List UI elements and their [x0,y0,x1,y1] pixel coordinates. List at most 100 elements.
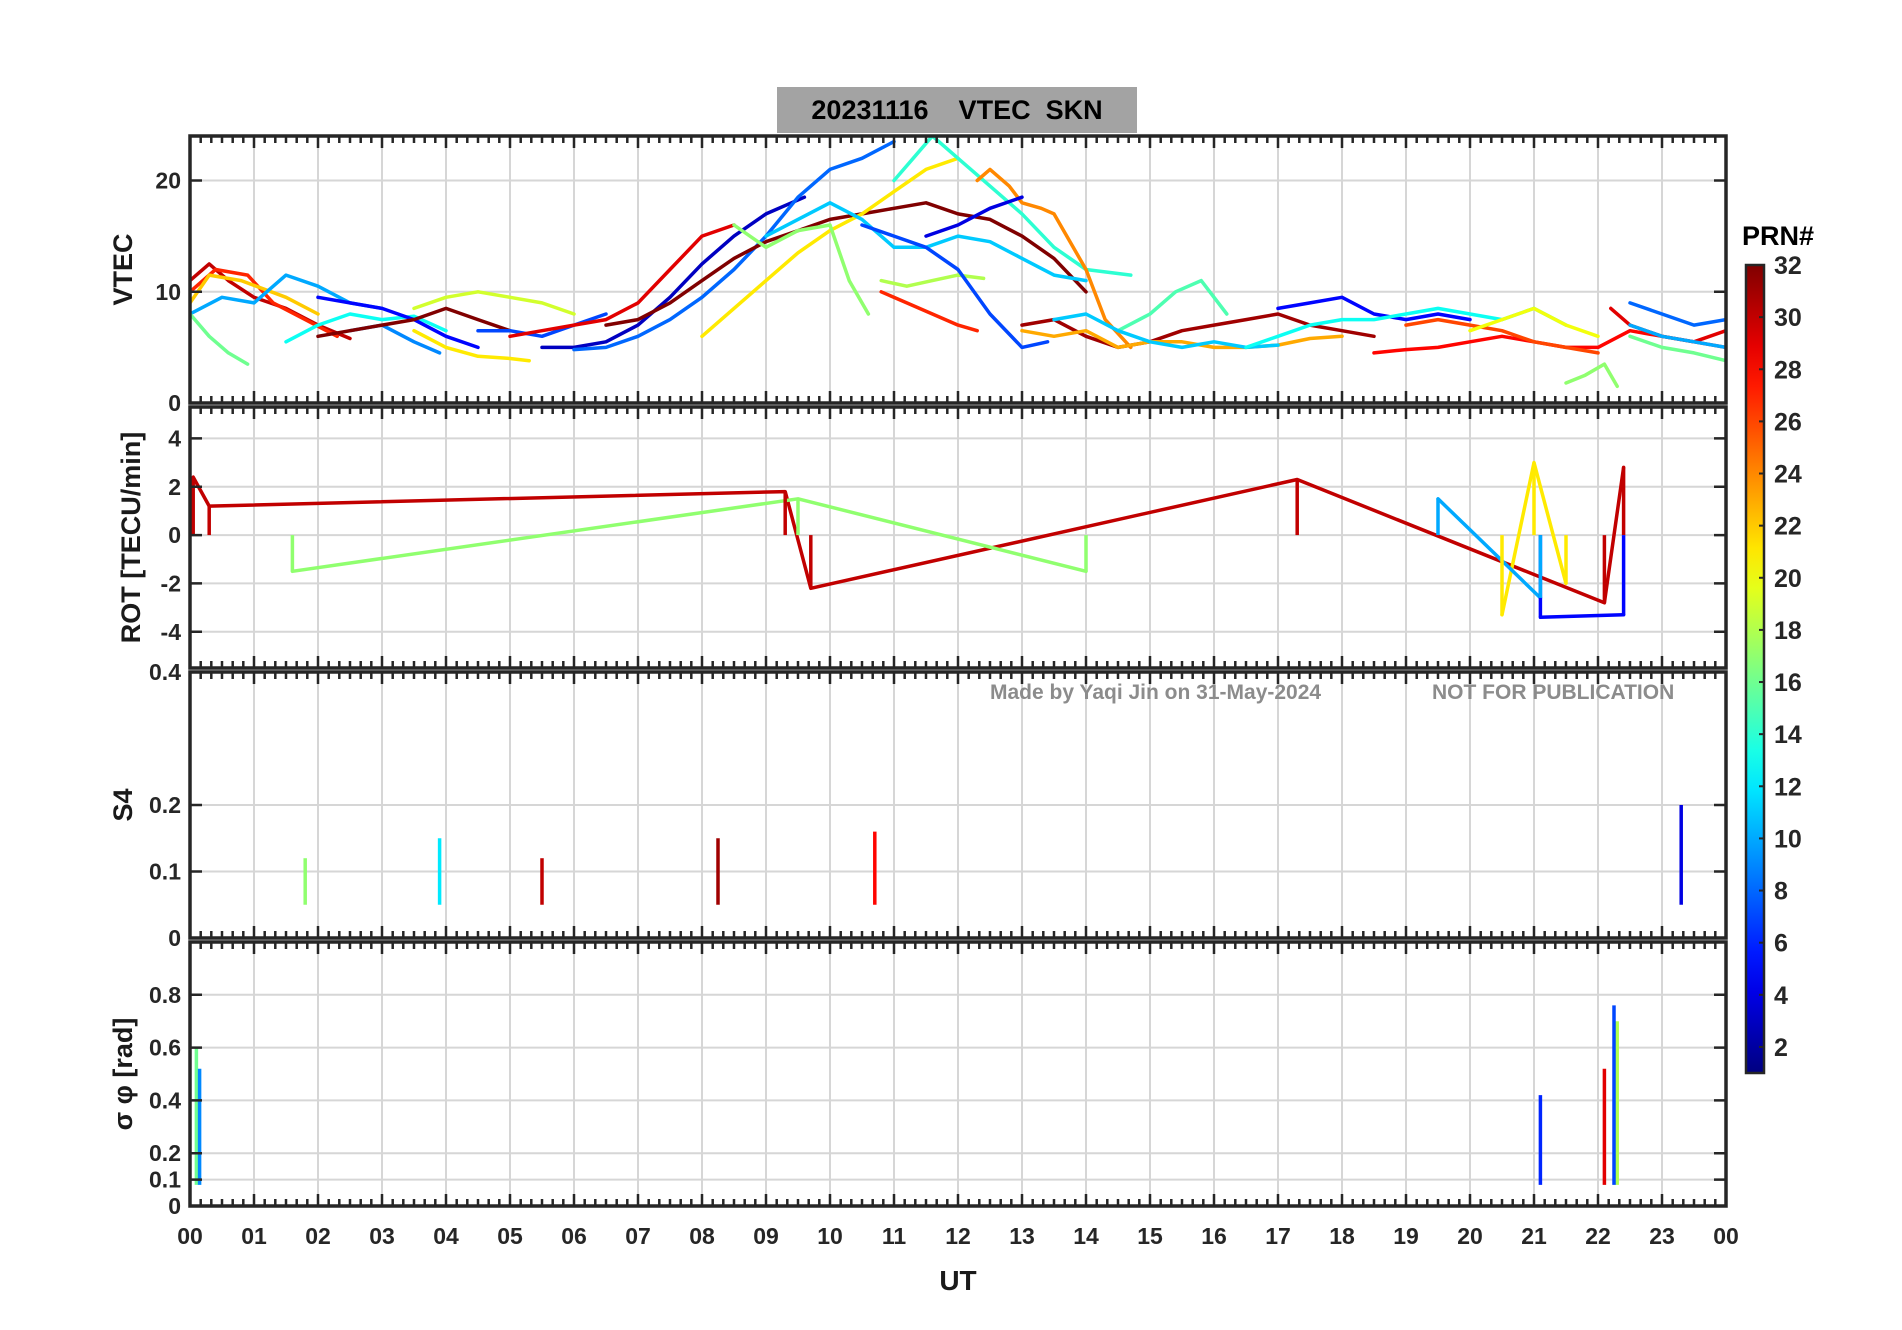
series-line-prn7 [860,223,1050,350]
series-line-prn22 [190,273,320,316]
x-tick-label: 00 [1713,1223,1739,1249]
colorbar-tick-label: 24 [1774,461,1802,489]
y-tick-label: 0.1 [149,859,181,885]
series-line-prn23 [1020,328,1344,350]
series-line-prn31 [1020,312,1376,350]
panel-rot: -4 -2 0 2 4 ROT [TECU/min] [116,405,1728,670]
colorbar-tick-label: 20 [1774,565,1802,593]
y-tick-label: 10 [155,279,181,305]
x-tick-label: 07 [625,1223,651,1249]
series-line-prn10 [1436,497,1543,600]
series-group [191,460,1626,620]
axis-ticks [188,136,1728,405]
x-tick-label: 19 [1393,1223,1419,1249]
series-line-prn8 [1628,301,1726,327]
series-line-prn17 [290,497,1088,574]
y-tick-label: 0 [168,925,181,951]
series-line-prn32 [316,306,512,339]
y-axis-label: σ φ [rad] [108,1018,138,1131]
series-line-prn11 [1052,312,1280,350]
x-tick-label: 15 [1137,1223,1163,1249]
series-line-prn5 [316,295,480,350]
series-line-prn5 [1276,295,1472,322]
x-tick-label: 16 [1201,1223,1227,1249]
x-tick-label: 05 [497,1223,523,1249]
y-tick-label: 4 [168,425,181,451]
y-tick-label: 0.2 [149,792,181,818]
series-line-prn5 [1538,613,1626,620]
series-line-prn14 [892,136,1133,277]
panel-s4: 0 0.1 0.2 0.4 S4 [108,659,1728,951]
y-tick-label: -4 [161,619,182,645]
series-line-prn32 [604,201,1088,327]
panel-sigma_phi: 00.10.2 0.4 0.6 0.8 σ φ [rad] [108,940,1728,1219]
series-group [303,805,1683,905]
colorbar-tick-label: 18 [1774,617,1802,645]
colorbar-bar [1744,263,1766,1075]
series-group [194,1005,1619,1185]
series-line-prn26 [1404,317,1600,355]
series-line-prn27 [879,290,979,333]
x-tick-label: 14 [1073,1223,1099,1249]
colorbar-tick-label: 22 [1774,513,1802,541]
series-group [190,136,1726,389]
watermark-notice: NOT FOR PUBLICATION [1432,681,1675,704]
y-tick-label: 0 [168,522,181,548]
colorbar-tick-label: 8 [1774,878,1788,906]
colorbar-tick-label: 6 [1774,930,1788,958]
colorbar-tick-label: 30 [1774,304,1802,332]
y-tick-label: 0.6 [149,1035,181,1061]
series-line-prn18 [879,273,986,288]
series-line-prn7 [476,312,608,339]
axis-ticks [188,407,1728,668]
x-tick-label: 03 [369,1223,395,1249]
colorbar-tick-label: 26 [1774,408,1802,436]
x-tick-label: 17 [1265,1223,1291,1249]
x-tick-label: 02 [305,1223,331,1249]
x-tick-label: 21 [1521,1223,1547,1249]
watermark-author: Made by Yaqi Jin on 31-May-2024 [990,681,1322,704]
x-tick-label: 06 [561,1223,587,1249]
series-line-prn17 [732,223,871,316]
colorbar-tick-label: 16 [1774,669,1802,697]
colorbar-tick-label: 28 [1774,356,1802,384]
x-tick-label: 01 [241,1223,267,1249]
y-tick-label: -2 [161,570,181,596]
series-line-prn10 [1628,323,1726,350]
y-tick-label: 2 [168,474,181,500]
axis-ticks [188,942,1728,1208]
x-tick-label: 04 [433,1223,459,1249]
x-tick-label: 12 [945,1223,971,1249]
x-tick-label: 09 [753,1223,779,1249]
x-tick-labels: 00 01 02 03 04 05 06 07 08 09 10 11 12 13 14 15 16 17 18 19… [177,1223,1739,1249]
y-tick-label: 0.8 [149,982,181,1008]
colorbar-tick-label: 10 [1774,825,1802,853]
y-axis-label: ROT [TECU/min] [116,432,146,643]
series-line-prn19 [412,290,576,316]
colorbar-tick-label: 4 [1774,982,1788,1010]
series-line-prn20 [1468,306,1600,339]
series-line-prn3 [540,195,807,350]
series-line-prn8 [572,139,896,352]
y-tick-label: 20 [155,168,181,194]
x-tick-label: 23 [1649,1223,1675,1249]
x-tick-label: 11 [882,1223,907,1249]
colorbar-tick-label: 32 [1774,252,1802,280]
y-tick-label: 0.4 [149,659,181,685]
y-tick-label: 0 [168,1193,181,1219]
series-line-prn17 [1564,362,1619,389]
series-line-prn16 [190,312,250,366]
chart-title: 20231116 VTEC SKN [777,87,1137,133]
colorbar-label: PRN# [1742,221,1814,251]
series-line-prn4 [924,195,1024,238]
series-line-prn21 [412,328,531,363]
x-tick-label: 00 [177,1223,203,1249]
series-line-prn21 [700,156,960,339]
y-axis-label: S4 [108,788,138,821]
y-tick-label: 0.1 [149,1167,181,1193]
x-tick-label: 08 [689,1223,715,1249]
colorbar-tick-label: 12 [1774,773,1802,801]
